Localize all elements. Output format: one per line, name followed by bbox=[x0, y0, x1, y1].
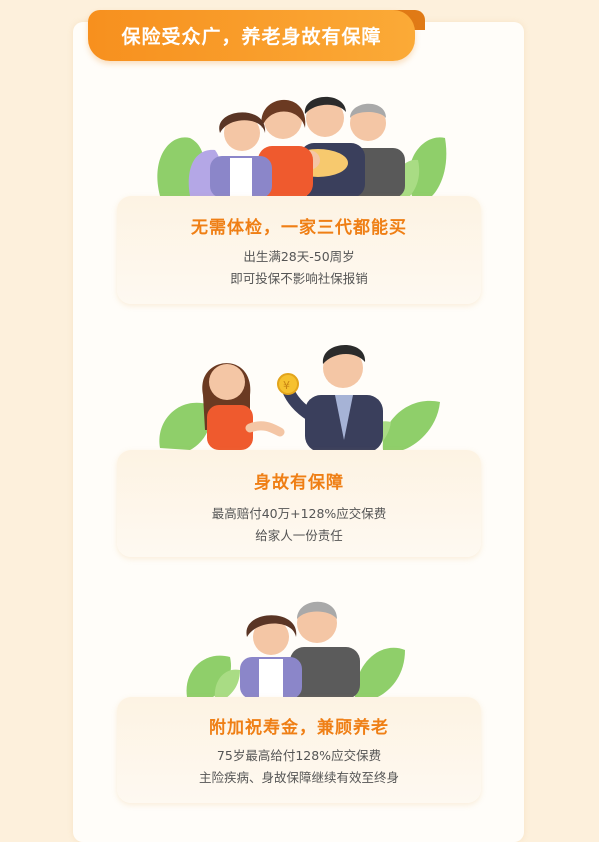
feature-title: 身故有保障 bbox=[254, 473, 344, 493]
svg-text:¥: ¥ bbox=[283, 379, 290, 392]
feature-line: 主险疾病、身故保障继续有效至终身 bbox=[198, 770, 399, 785]
elderly-couple-illustration bbox=[186, 601, 405, 699]
feature-line: 最高赔付40万+128%应交保费 bbox=[211, 506, 387, 521]
feature-title: 附加祝寿金，兼顾养老 bbox=[209, 718, 389, 738]
feature-line: 给家人一份责任 bbox=[255, 528, 343, 543]
feature-line: 即可投保不影响社保报销 bbox=[230, 271, 368, 286]
banner-title: 保险受众广，养老身故有保障 bbox=[88, 10, 415, 61]
feature-line: 75岁最高给付128%应交保费 bbox=[216, 748, 382, 763]
family-group-illustration bbox=[157, 96, 447, 198]
feature-title: 无需体检，一家三代都能买 bbox=[191, 218, 407, 238]
feature-box-3: 附加祝寿金，兼顾养老 75岁最高给付128%应交保费 主险疾病、身故保障继续有效… bbox=[117, 697, 481, 803]
couple-coin-illustration: ¥ bbox=[159, 344, 440, 452]
feature-box-1: 无需体检，一家三代都能买 出生满28天-50周岁 即可投保不影响社保报销 bbox=[117, 196, 481, 304]
feature-box-2: 身故有保障 最高赔付40万+128%应交保费 给家人一份责任 bbox=[117, 450, 481, 557]
feature-line: 出生满28天-50周岁 bbox=[243, 249, 355, 264]
